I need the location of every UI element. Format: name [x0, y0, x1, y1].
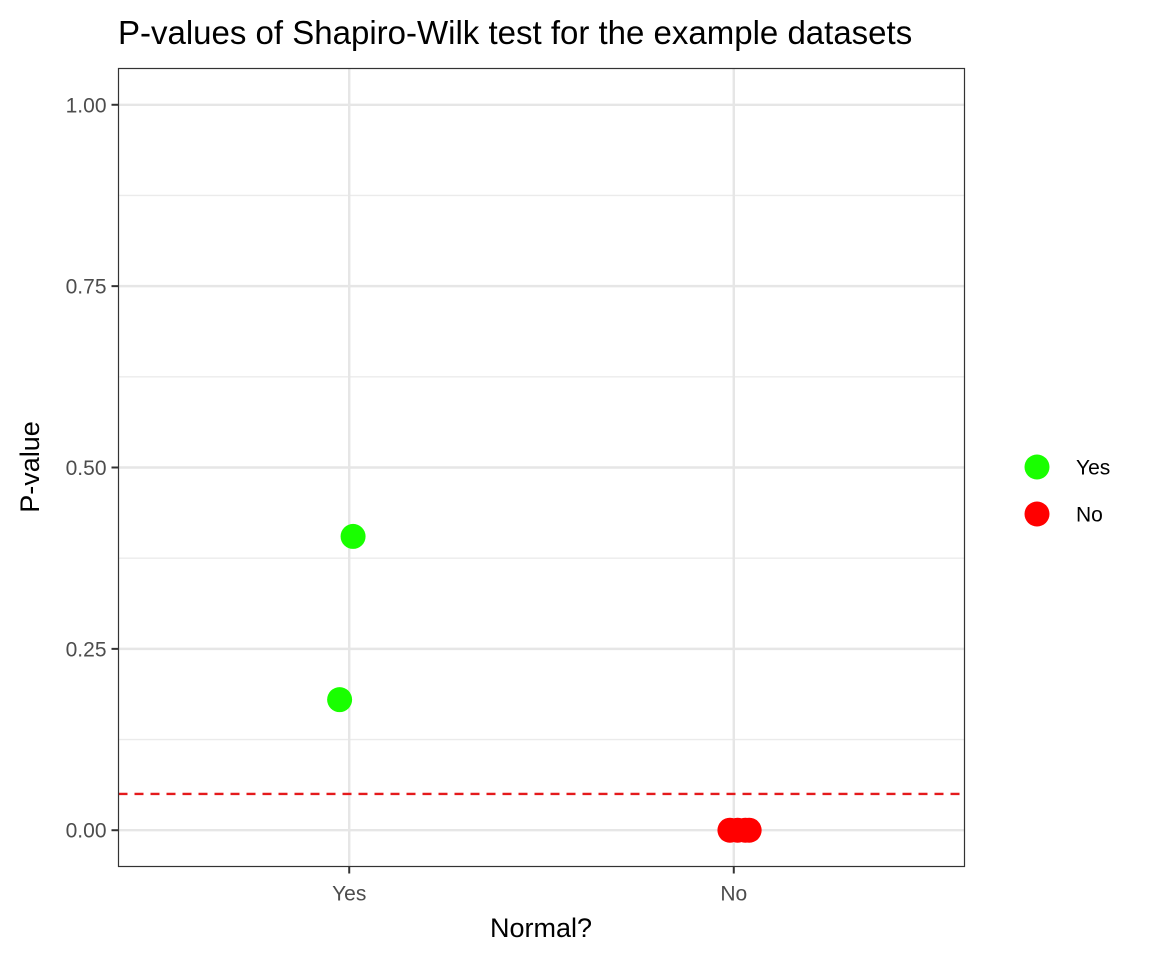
chart-title: P-values of Shapiro-Wilk test for the ex…: [118, 14, 912, 51]
legend-label: Yes: [1076, 457, 1110, 480]
data-point-no: [736, 817, 762, 843]
x-tick-label: Yes: [332, 883, 366, 906]
x-tick-label: No: [720, 883, 747, 906]
x-axis-title: Normal?: [490, 913, 592, 943]
y-tick-label: 1.00: [66, 94, 107, 117]
data-point-yes: [340, 523, 366, 549]
legend-key-no: [1024, 501, 1050, 527]
grid: [118, 68, 965, 867]
legend: Yes No: [1024, 454, 1110, 527]
legend-label: No: [1076, 504, 1103, 527]
y-tick-label: 0.00: [66, 820, 107, 843]
legend-key-yes: [1024, 454, 1050, 480]
y-tick-label: 0.50: [66, 457, 107, 480]
y-tick-label: 0.75: [66, 276, 107, 299]
data-point-yes: [327, 687, 353, 713]
axis-ticks: 0.00 0.25 0.50 0.75 1.00 Yes No: [66, 94, 748, 905]
y-axis-title: P-value: [15, 421, 45, 513]
points-layer: [327, 523, 762, 843]
y-tick-label: 0.25: [66, 638, 107, 661]
